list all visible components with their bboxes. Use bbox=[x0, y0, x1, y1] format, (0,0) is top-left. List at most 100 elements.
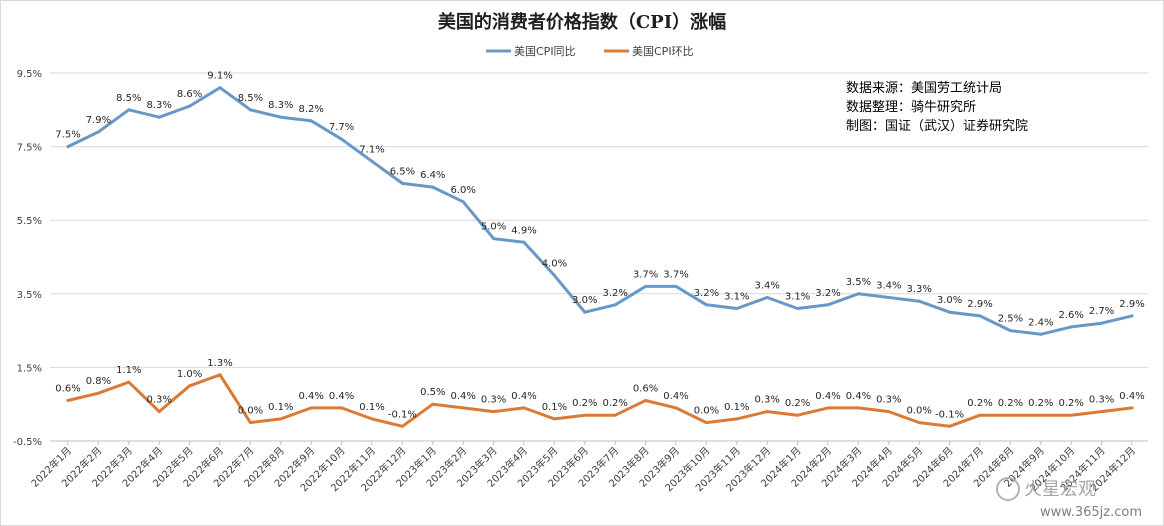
annotation-source: 数据来源：美国劳工统计局 bbox=[846, 80, 1002, 96]
watermark-url: www.365jz.com bbox=[1040, 505, 1142, 520]
legend-label-yoy: 美国CPI同比 bbox=[514, 45, 576, 58]
data-label-yoy: 3.0% bbox=[937, 295, 962, 306]
data-label-yoy: 2.5% bbox=[998, 314, 1023, 325]
data-label-mom: 0.4% bbox=[663, 391, 688, 402]
data-point-yoy bbox=[704, 303, 708, 307]
data-label-mom: 0.2% bbox=[785, 398, 810, 409]
data-point-yoy bbox=[1069, 325, 1073, 329]
data-point-mom bbox=[765, 410, 769, 414]
data-point-yoy bbox=[248, 108, 252, 112]
data-point-yoy bbox=[552, 273, 556, 277]
data-label-mom: 0.6% bbox=[55, 384, 80, 395]
data-point-mom bbox=[218, 373, 222, 377]
data-label-mom: 0.1% bbox=[542, 402, 567, 413]
data-point-yoy bbox=[1100, 321, 1104, 325]
data-point-mom bbox=[66, 399, 70, 403]
data-point-mom bbox=[309, 406, 313, 410]
annotation-author: 制图：国证（武汉）证券研究院 bbox=[846, 118, 1028, 134]
data-point-yoy bbox=[370, 159, 374, 163]
data-label-mom: 0.4% bbox=[815, 391, 840, 402]
data-label-mom: 0.0% bbox=[694, 406, 719, 417]
y-tick-label: -0.5% bbox=[13, 437, 42, 448]
data-label-mom: -0.1% bbox=[388, 409, 417, 420]
data-point-yoy bbox=[644, 284, 648, 288]
data-label-yoy: 7.1% bbox=[359, 144, 384, 155]
data-label-yoy: 2.9% bbox=[1119, 299, 1144, 310]
watermark: 火星宏观 www.365jz.com bbox=[996, 477, 1142, 520]
data-label-mom: 0.1% bbox=[359, 402, 384, 413]
data-label-mom: 0.4% bbox=[846, 391, 871, 402]
data-label-mom: 1.3% bbox=[207, 358, 232, 369]
data-label-mom: 0.2% bbox=[1058, 398, 1083, 409]
legend-label-mom: 美国CPI环比 bbox=[632, 45, 694, 58]
data-label-mom: 1.0% bbox=[177, 369, 202, 380]
series-line-mom bbox=[66, 373, 1134, 428]
data-point-yoy bbox=[674, 284, 678, 288]
y-axis-ticks: 9.5% 7.5% 5.5% 3.5% 1.5% -0.5% bbox=[13, 69, 42, 448]
watermark-text: 火星宏观 bbox=[1024, 479, 1096, 500]
data-label-yoy: 3.5% bbox=[846, 277, 871, 288]
data-label-yoy: 3.2% bbox=[602, 288, 627, 299]
data-label-yoy: 3.4% bbox=[754, 280, 779, 291]
data-point-yoy bbox=[1008, 329, 1012, 333]
data-label-yoy: 6.5% bbox=[390, 166, 415, 177]
data-label-mom: 0.6% bbox=[633, 384, 658, 395]
data-point-mom bbox=[948, 424, 952, 428]
data-label-yoy: 2.9% bbox=[967, 299, 992, 310]
data-point-yoy bbox=[948, 310, 952, 314]
data-label-mom: 0.4% bbox=[450, 391, 475, 402]
data-point-yoy bbox=[1130, 314, 1134, 318]
data-point-yoy bbox=[917, 299, 921, 303]
data-label-mom: 0.1% bbox=[724, 402, 749, 413]
data-point-yoy bbox=[826, 303, 830, 307]
data-label-mom: 0.3% bbox=[876, 395, 901, 406]
data-label-mom: 0.4% bbox=[298, 391, 323, 402]
data-point-mom bbox=[431, 402, 435, 406]
data-point-mom bbox=[826, 406, 830, 410]
data-label-mom: 0.3% bbox=[146, 395, 171, 406]
data-point-yoy bbox=[400, 181, 404, 185]
data-label-yoy: 8.6% bbox=[177, 89, 202, 100]
data-label-yoy: 3.2% bbox=[694, 288, 719, 299]
data-label-yoy: 8.3% bbox=[146, 100, 171, 111]
data-point-mom bbox=[248, 421, 252, 425]
data-label-mom: 0.4% bbox=[1119, 391, 1144, 402]
data-label-yoy: 4.9% bbox=[511, 225, 536, 236]
data-label-yoy: 9.1% bbox=[207, 71, 232, 82]
data-point-mom bbox=[400, 424, 404, 428]
data-point-yoy bbox=[127, 108, 131, 112]
data-point-mom bbox=[127, 380, 131, 384]
data-label-mom: 0.2% bbox=[998, 398, 1023, 409]
data-point-yoy bbox=[583, 310, 587, 314]
data-label-mom: 0.8% bbox=[86, 376, 111, 387]
annotation-compiler: 数据整理：骑牛研究所 bbox=[846, 100, 976, 115]
data-label-mom: -0.1% bbox=[935, 409, 964, 420]
legend: 美国CPI同比 美国CPI环比 bbox=[486, 45, 694, 58]
data-label-yoy: 2.4% bbox=[1028, 317, 1053, 328]
data-point-yoy bbox=[157, 115, 161, 119]
data-point-mom bbox=[704, 421, 708, 425]
data-point-mom bbox=[461, 406, 465, 410]
data-label-mom: 0.2% bbox=[1028, 398, 1053, 409]
data-label-yoy: 3.1% bbox=[785, 292, 810, 303]
data-label-yoy: 5.0% bbox=[481, 222, 506, 233]
data-point-yoy bbox=[765, 295, 769, 299]
data-point-mom bbox=[856, 406, 860, 410]
data-point-mom bbox=[1100, 410, 1104, 414]
chart-title: 美国的消费者价格指数（CPI）涨幅 bbox=[438, 11, 726, 33]
series-line-yoy bbox=[66, 86, 1134, 336]
data-point-yoy bbox=[796, 307, 800, 311]
data-point-yoy bbox=[96, 130, 100, 134]
data-label-mom: 0.4% bbox=[511, 391, 536, 402]
data-point-mom bbox=[887, 410, 891, 414]
data-point-mom bbox=[188, 384, 192, 388]
data-label-yoy: 7.9% bbox=[86, 115, 111, 126]
data-point-yoy bbox=[492, 237, 496, 241]
data-point-yoy bbox=[279, 115, 283, 119]
data-point-yoy bbox=[522, 240, 526, 244]
data-point-mom bbox=[1130, 406, 1134, 410]
data-label-mom: 0.1% bbox=[268, 402, 293, 413]
data-label-mom: 0.4% bbox=[329, 391, 354, 402]
data-label-yoy: 8.3% bbox=[268, 100, 293, 111]
data-label-mom: 0.0% bbox=[238, 406, 263, 417]
